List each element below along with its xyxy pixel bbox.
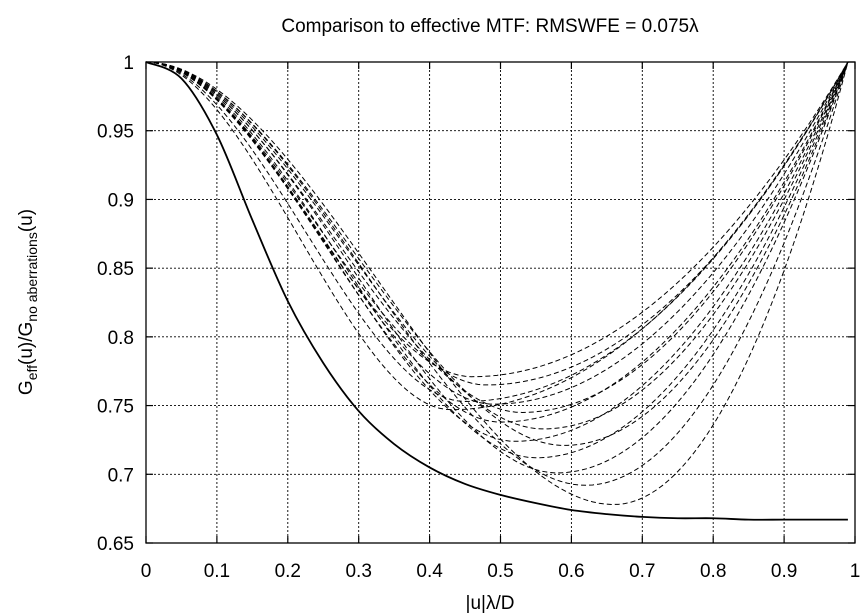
dashed-series-line-5: [145, 61, 849, 405]
y-tick-label: 0.95: [97, 122, 134, 143]
x-axis-label: |u|λ/D: [466, 593, 515, 614]
y-tick-label: 0.7: [108, 465, 134, 486]
x-tick-label: 0.2: [275, 561, 301, 582]
y-tick-label: 0.9: [108, 190, 134, 211]
y-axis-label-end: (u): [16, 209, 37, 232]
dashed-series-line-6: [145, 61, 849, 423]
x-tick-label: 0.8: [700, 561, 726, 582]
y-axis-label-mid: (u)/G: [16, 322, 37, 365]
grid: [146, 62, 855, 543]
y-tick-label: 0.75: [97, 397, 134, 418]
x-tick-label: 0.4: [416, 561, 443, 582]
y-axis-label-sub1: eff: [24, 365, 40, 380]
dashed-series-line-2: [145, 61, 849, 402]
dashed-series-line-10: [145, 61, 849, 430]
dashed-series-line-4: [145, 61, 849, 386]
x-tick-label: 0.9: [771, 561, 797, 582]
x-tick-label: 0.3: [345, 561, 371, 582]
y-tick-label: 0.8: [108, 328, 134, 349]
y-ticks: 0.65 0.7 0.75 0.8 0.85 0.9 0.95 1: [97, 53, 855, 555]
y-tick-label: 0.65: [97, 534, 134, 555]
y-axis-label-sub2: no aberrations: [24, 232, 40, 322]
dashed-series-line-11: [145, 61, 849, 474]
x-tick-label: 0.6: [558, 561, 584, 582]
dashed-series-line-13: [145, 61, 849, 486]
x-tick-label: 0.5: [487, 561, 513, 582]
x-tick-label: 1: [850, 561, 861, 582]
x-tick-label: 0.1: [204, 561, 230, 582]
effective-mtf-line: [145, 61, 848, 521]
y-tick-label: 0.85: [97, 259, 134, 280]
dashed-series-line-8: [145, 61, 849, 413]
y-tick-label: 1: [123, 53, 134, 74]
dashed-series-line-9: [145, 61, 849, 459]
y-axis-label: Geff(u)/Gno aberrations(u): [16, 209, 40, 395]
x-tick-label: 0: [141, 561, 152, 582]
chart-title: Comparison to effective MTF: RMSWFE = 0.…: [281, 16, 699, 37]
series-layer: [145, 61, 849, 521]
y-axis-label-main: G: [16, 380, 37, 395]
x-ticks: 0 0.1 0.2 0.3 0.4 0.5 0.6 0.7 0.8 0.9 1: [141, 62, 861, 582]
dashed-series-line-1: [145, 61, 849, 411]
dashed-series-line-7: [145, 61, 849, 442]
dashed-series-line-14: [145, 61, 849, 505]
x-tick-label: 0.7: [629, 561, 655, 582]
